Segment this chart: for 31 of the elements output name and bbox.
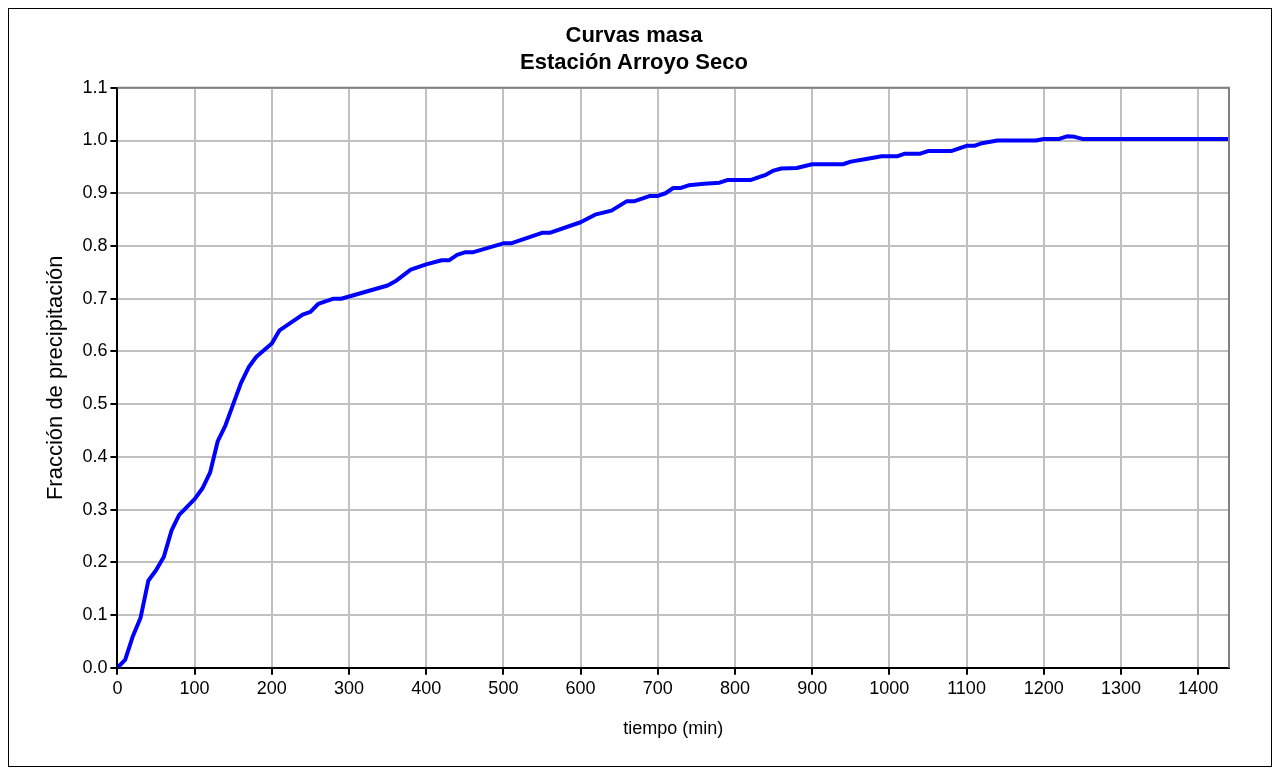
x-tick-label: 1100: [947, 677, 986, 698]
y-tick-label: 0.8: [82, 234, 108, 255]
x-tick-label: 900: [797, 677, 828, 698]
x-tick-label: 500: [488, 677, 519, 698]
y-tick-label: 0.9: [82, 182, 108, 203]
y-tick-label: 0.6: [82, 340, 108, 361]
text: Curvas masa: [565, 22, 703, 48]
x-tick-label: 0: [112, 677, 123, 698]
x-tick-label: 1000: [869, 677, 910, 698]
x-tick-label: 1300: [1100, 677, 1141, 698]
y-tick-label: 0.5: [82, 393, 108, 414]
x-tick-label: 100: [179, 677, 210, 698]
y-tick-label: 0.4: [82, 445, 108, 466]
y-tick-label: 0.0: [82, 656, 108, 677]
x-tick-label: 700: [642, 677, 673, 698]
y-tick-label: 0.2: [82, 551, 108, 572]
y-tick-label: 0.1: [82, 604, 108, 625]
text: Estación Arroyo Seco: [520, 48, 748, 74]
y-tick-label: 0.3: [82, 498, 108, 519]
y-tick-label: 1.1: [82, 76, 108, 97]
y-tick-label: 0.7: [82, 287, 108, 308]
x-tick-label: 1400: [1178, 677, 1219, 698]
y-axis-title: Fracción de precipitación: [42, 255, 68, 501]
x-tick-label: 1200: [1023, 677, 1064, 698]
x-tick-label: 400: [411, 677, 442, 698]
x-tick-label: 200: [256, 677, 287, 698]
x-tick-label: 800: [719, 677, 750, 698]
x-axis-title: tiempo (min): [623, 718, 724, 739]
x-tick-label: 300: [333, 677, 365, 698]
x-tick-label: 600: [565, 677, 596, 698]
y-tick-label: 1.0: [82, 129, 108, 150]
